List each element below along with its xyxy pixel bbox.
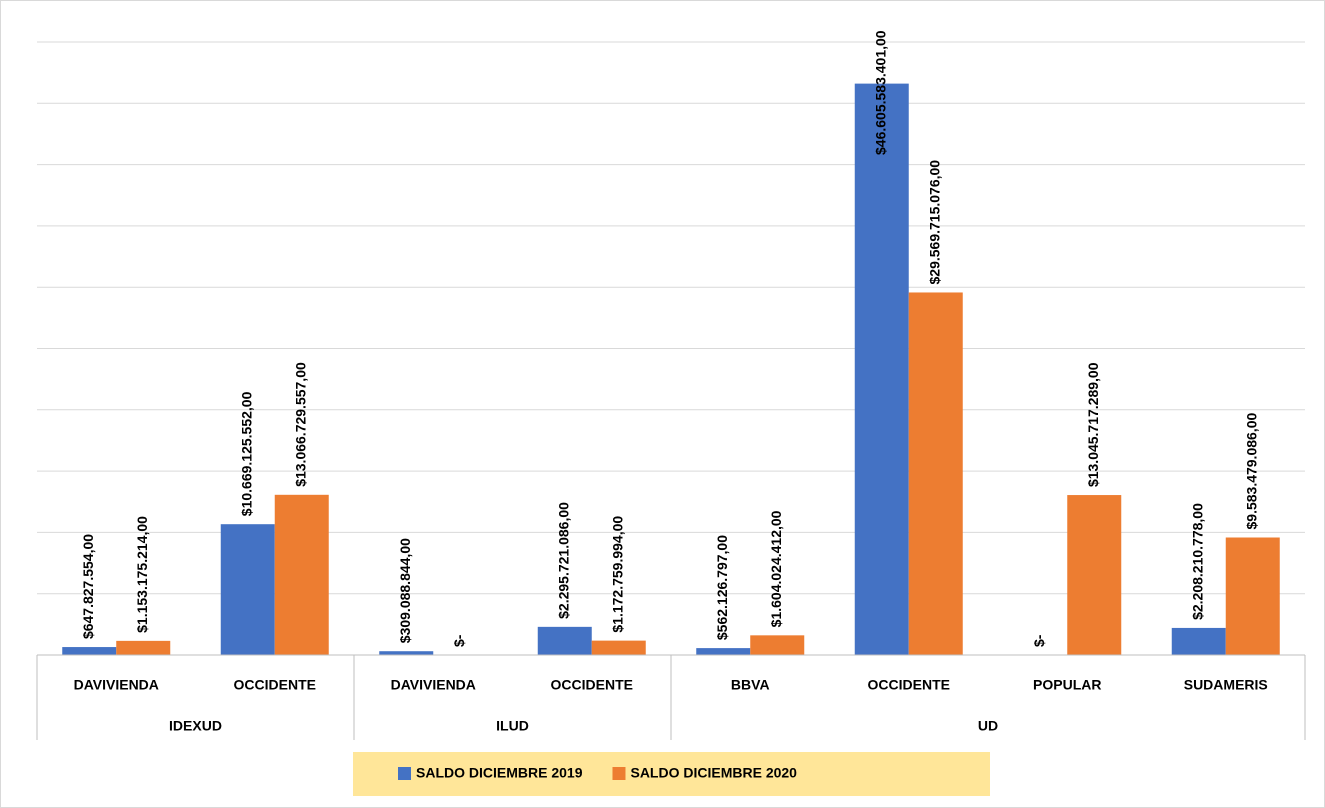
bar	[696, 648, 751, 655]
bar	[1225, 537, 1280, 655]
data-label: $2.295.721.086,00	[555, 502, 571, 619]
data-label: $29.569.715.076,00	[926, 160, 942, 285]
bar	[116, 640, 171, 655]
x-tick-label: SUDAMERIS	[1184, 677, 1268, 693]
bar	[1067, 495, 1122, 655]
bar	[537, 626, 592, 655]
group-label: ILUD	[496, 718, 529, 734]
data-label: $9.583.479.086,00	[1243, 413, 1259, 530]
bar	[62, 647, 117, 655]
data-label: $1.153.175.214,00	[134, 516, 150, 633]
legend-swatch	[612, 767, 626, 780]
x-tick-label: DAVIVIENDA	[74, 677, 159, 693]
x-tick-label: POPULAR	[1033, 677, 1101, 693]
data-label: $-	[451, 634, 467, 647]
data-label: $1.172.759.994,00	[609, 516, 625, 633]
data-label: $309.088.844,00	[397, 538, 413, 643]
legend-label: SALDO DICIEMBRE 2019	[416, 765, 583, 781]
data-label: $46.605.583.401,00	[872, 30, 888, 155]
data-label: $647.827.554,00	[80, 534, 96, 639]
x-tick-label: OCCIDENTE	[868, 677, 950, 693]
data-label: $13.045.717.289,00	[1085, 362, 1101, 487]
legend-swatch	[398, 767, 411, 780]
x-tick-label: OCCIDENTE	[234, 677, 316, 693]
bar	[1171, 627, 1226, 655]
bar	[274, 494, 329, 655]
data-label: $-	[1031, 634, 1047, 647]
data-label: $13.066.729.557,00	[292, 362, 308, 487]
bar	[854, 83, 909, 656]
bar	[908, 292, 963, 655]
data-label: $10.669.125.552,00	[238, 391, 254, 516]
x-tick-label: DAVIVIENDA	[391, 677, 476, 693]
legend-box	[353, 752, 990, 796]
group-label: UD	[978, 718, 998, 734]
bar	[220, 524, 275, 655]
data-label: $1.604.024.412,00	[768, 510, 784, 627]
bar	[379, 651, 434, 655]
x-tick-label: BBVA	[731, 677, 770, 693]
data-label: $562.126.797,00	[714, 535, 730, 640]
legend-label: SALDO DICIEMBRE 2020	[630, 765, 797, 781]
bar	[591, 640, 646, 655]
bar	[750, 635, 805, 655]
group-label: IDEXUD	[169, 718, 222, 734]
x-tick-label: OCCIDENTE	[551, 677, 633, 693]
data-label: $2.208.210.778,00	[1189, 503, 1205, 620]
